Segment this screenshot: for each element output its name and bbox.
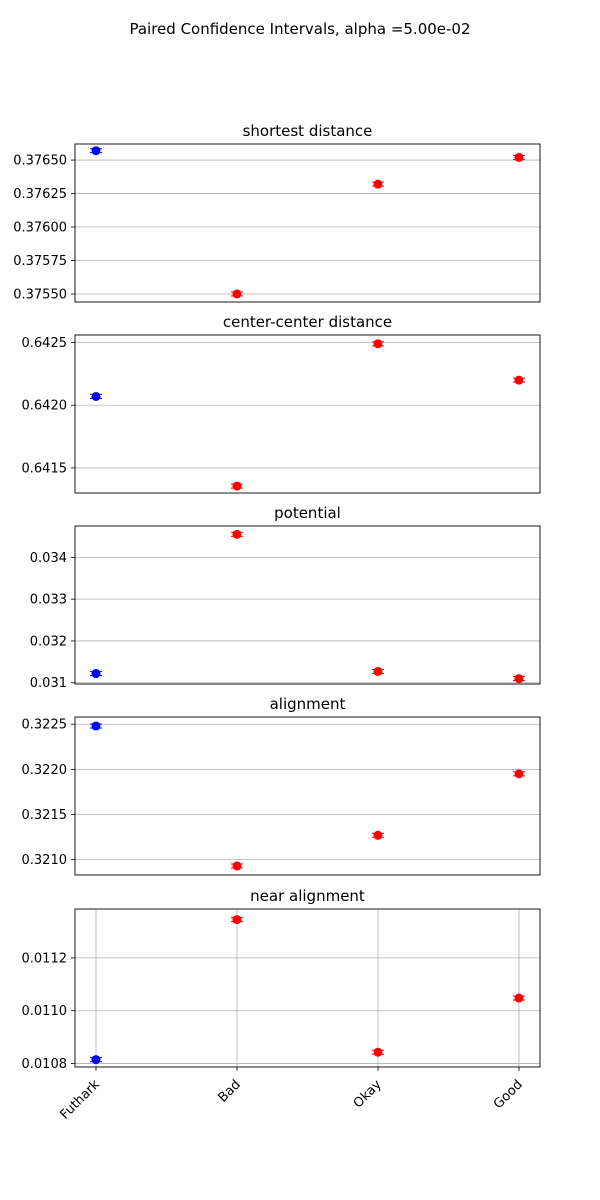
data-point-bad xyxy=(232,289,242,299)
subplot-title: potential xyxy=(274,504,341,522)
axes-frame xyxy=(74,908,541,1068)
x-tick-label: Futhark xyxy=(57,1077,103,1123)
data-point-okay xyxy=(373,1047,383,1057)
data-point-bad xyxy=(232,481,242,491)
subplot-title: near alignment xyxy=(250,887,365,905)
data-point-bad xyxy=(232,861,242,871)
data-point-good xyxy=(514,769,524,779)
axes-frame xyxy=(74,334,541,494)
data-point-okay xyxy=(373,179,383,189)
data-point-futhark xyxy=(91,721,101,731)
data-point-good xyxy=(514,674,524,684)
figure-title: Paired Confidence Intervals, alpha =5.00… xyxy=(129,20,471,38)
y-tick-label: 0.0108 xyxy=(22,1057,68,1072)
data-point-good xyxy=(514,152,524,162)
data-point-good xyxy=(514,993,524,1003)
data-point-futhark xyxy=(91,669,101,679)
y-tick-label: 0.3225 xyxy=(22,718,68,733)
y-tick-label: 0.6420 xyxy=(22,399,68,414)
axes-frame xyxy=(74,525,541,685)
y-tick-label: 0.033 xyxy=(30,593,67,608)
y-tick-label: 0.37550 xyxy=(13,287,67,302)
y-tick-label: 0.3215 xyxy=(22,808,68,823)
data-point-futhark xyxy=(91,1055,101,1065)
y-tick-label: 0.37625 xyxy=(13,187,67,202)
y-tick-label: 0.034 xyxy=(30,551,67,566)
y-tick-label: 0.37575 xyxy=(13,254,67,269)
data-point-okay xyxy=(373,830,383,840)
subplot-title: shortest distance xyxy=(243,122,373,140)
y-tick-label: 0.6425 xyxy=(22,336,68,351)
subplot-4: 0.3210 0.3215 0.3220 0.3225 alignment xyxy=(22,695,541,876)
x-tick-label: Bad xyxy=(215,1077,243,1105)
data-point-bad xyxy=(232,915,242,925)
data-point-futhark xyxy=(91,391,101,401)
y-tick-label: 0.3220 xyxy=(22,763,68,778)
axes-frame xyxy=(74,143,541,303)
subplot-title: alignment xyxy=(270,695,346,713)
subplot-2: 0.6415 0.6420 0.6425 center-center distance xyxy=(22,313,541,494)
y-tick-label: 0.6415 xyxy=(22,461,68,476)
data-point-futhark xyxy=(91,146,101,156)
data-point-okay xyxy=(373,666,383,676)
data-point-good xyxy=(514,375,524,385)
subplot-3: 0.031 0.032 0.033 0.034 potential xyxy=(30,504,541,691)
subplot-5: 0.0108 0.0110 0.0112 near alignment Futhark B… xyxy=(22,887,541,1123)
x-tick-label: Okay xyxy=(351,1077,385,1111)
y-tick-label: 0.031 xyxy=(30,676,67,691)
y-tick-label: 0.3210 xyxy=(22,853,68,868)
y-tick-label: 0.0112 xyxy=(22,951,68,966)
axes-frame xyxy=(74,716,541,876)
subplot-title: center-center distance xyxy=(223,313,392,331)
y-tick-label: 0.032 xyxy=(30,634,67,649)
subplot-1: 0.37550 0.37575 0.37600 0.37625 0.37650 short… xyxy=(13,122,541,303)
y-tick-label: 0.37650 xyxy=(13,154,67,169)
data-point-okay xyxy=(373,339,383,349)
data-point-bad xyxy=(232,529,242,539)
x-tick-label: Good xyxy=(491,1077,526,1112)
y-tick-label: 0.0110 xyxy=(22,1004,68,1019)
y-tick-label: 0.37600 xyxy=(13,221,67,236)
